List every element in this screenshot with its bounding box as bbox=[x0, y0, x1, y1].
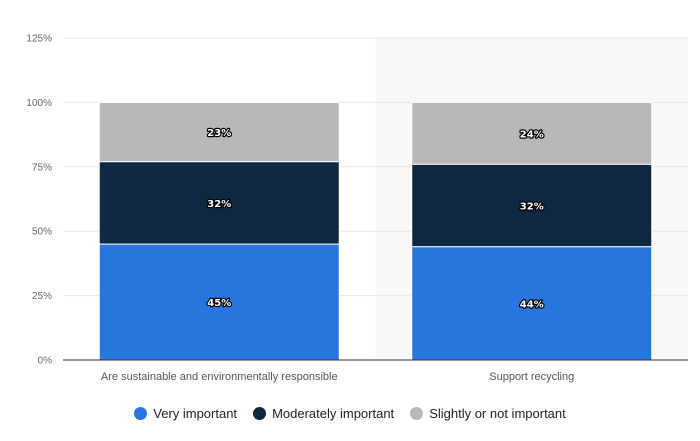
y-tick-label: 75% bbox=[32, 162, 52, 173]
x-category-label: Support recycling bbox=[489, 371, 574, 383]
legend-label-slightly-or-not-important: Slightly or not important bbox=[429, 405, 566, 421]
y-tick-label: 50% bbox=[32, 227, 52, 238]
x-category-label: Are sustainable and environmentally resp… bbox=[101, 371, 338, 383]
data-label: 32% bbox=[207, 199, 231, 210]
chart-plot: 0% 25% 50% 75% 100% 125% 45% 32% 23% Are sustaina… bbox=[26, 34, 688, 383]
legend: Very important Moderately important Slig… bbox=[0, 403, 700, 423]
data-label: 23% bbox=[207, 128, 231, 139]
legend-marker-slightly-or-not-important bbox=[410, 406, 424, 420]
y-tick-label: 25% bbox=[32, 291, 52, 302]
legend-marker-very-important bbox=[134, 406, 148, 420]
bar-segment bbox=[98, 243, 340, 361]
bar-segment bbox=[98, 161, 340, 245]
data-label: 32% bbox=[520, 201, 544, 212]
data-label: 45% bbox=[207, 298, 231, 309]
bar-segment bbox=[411, 163, 653, 248]
bar-segment bbox=[411, 246, 653, 361]
legend-label-very-important: Very important bbox=[153, 405, 238, 421]
bar-segment bbox=[411, 101, 653, 165]
bar-segment bbox=[98, 101, 340, 163]
legend-marker-moderately-important bbox=[253, 406, 267, 420]
legend-label-moderately-important: Moderately important bbox=[272, 405, 395, 421]
data-label: 44% bbox=[520, 299, 544, 310]
data-label: 24% bbox=[520, 129, 544, 140]
y-tick-label: 125% bbox=[26, 34, 52, 45]
y-tick-label: 0% bbox=[38, 356, 53, 367]
legend-item-moderately-important[interactable]: Moderately important bbox=[253, 406, 394, 421]
legend-item-slightly-or-not-important[interactable]: Slightly or not important bbox=[410, 406, 566, 421]
legend-item-very-important[interactable]: Very important bbox=[134, 406, 237, 421]
y-tick-label: 100% bbox=[26, 98, 52, 109]
